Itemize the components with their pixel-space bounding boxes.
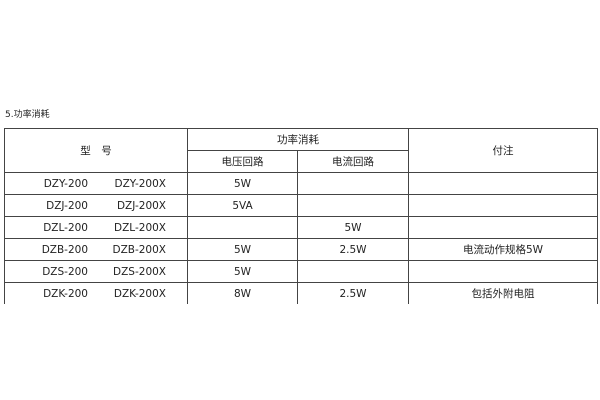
header-voltage: 电压回路 — [187, 150, 298, 173]
table-row: DZL-200 DZL-200X 5W — [4, 216, 598, 239]
model-name: DZS-200 — [42, 265, 88, 278]
voltage-cell: 5W — [187, 260, 298, 283]
power-consumption-table: 型 号 功率消耗 付注 电压回路 电流回路 DZY-200 DZY-200X 5W… — [4, 128, 598, 304]
note-cell: 包括外附电阻 — [408, 282, 598, 304]
model-cell: DZY-200 DZY-200X — [4, 172, 188, 195]
voltage-cell: 8W — [187, 282, 298, 304]
note-cell — [408, 260, 598, 283]
voltage-cell — [187, 216, 298, 239]
model-name-x: DZL-200X — [114, 221, 166, 234]
table-row: DZJ-200 DZJ-200X 5VA — [4, 194, 598, 217]
voltage-cell: 5W — [187, 172, 298, 195]
model-cell: DZJ-200 DZJ-200X — [4, 194, 188, 217]
header-power: 功率消耗 — [187, 128, 409, 151]
current-cell — [297, 172, 409, 195]
header-current: 电流回路 — [297, 150, 409, 173]
header-note: 付注 — [408, 128, 598, 173]
model-name-x: DZY-200X — [114, 177, 166, 190]
table-row: DZS-200 DZS-200X 5W — [4, 260, 598, 283]
model-cell: DZB-200 DZB-200X — [4, 238, 188, 261]
model-cell: DZK-200 DZK-200X — [4, 282, 188, 304]
model-cell: DZL-200 DZL-200X — [4, 216, 188, 239]
note-cell — [408, 194, 598, 217]
table-row: DZY-200 DZY-200X 5W — [4, 172, 598, 195]
section-title: 5.功率消耗 — [5, 110, 50, 120]
current-cell: 5W — [297, 216, 409, 239]
model-name-x: DZK-200X — [113, 287, 166, 300]
header-model: 型 号 — [4, 128, 188, 173]
table-row: DZK-200 DZK-200X 8W 2.5W 包括外附电阻 — [4, 282, 598, 304]
model-name-x: DZJ-200X — [116, 199, 166, 212]
current-cell: 2.5W — [297, 282, 409, 304]
model-cell: DZS-200 DZS-200X — [4, 260, 188, 283]
note-cell: 电流动作规格5W — [408, 238, 598, 261]
note-cell — [408, 216, 598, 239]
model-name-x: DZS-200X — [113, 265, 166, 278]
model-name: DZY-200 — [43, 177, 88, 190]
current-cell — [297, 260, 409, 283]
current-cell — [297, 194, 409, 217]
model-name: DZJ-200 — [46, 199, 88, 212]
note-cell — [408, 172, 598, 195]
voltage-cell: 5W — [187, 238, 298, 261]
voltage-cell: 5VA — [187, 194, 298, 217]
table-row: DZB-200 DZB-200X 5W 2.5W 电流动作规格5W — [4, 238, 598, 261]
current-cell: 2.5W — [297, 238, 409, 261]
model-name: DZB-200 — [41, 243, 88, 256]
model-name: DZK-200 — [43, 287, 88, 300]
model-name: DZL-200 — [43, 221, 88, 234]
model-name-x: DZB-200X — [112, 243, 166, 256]
